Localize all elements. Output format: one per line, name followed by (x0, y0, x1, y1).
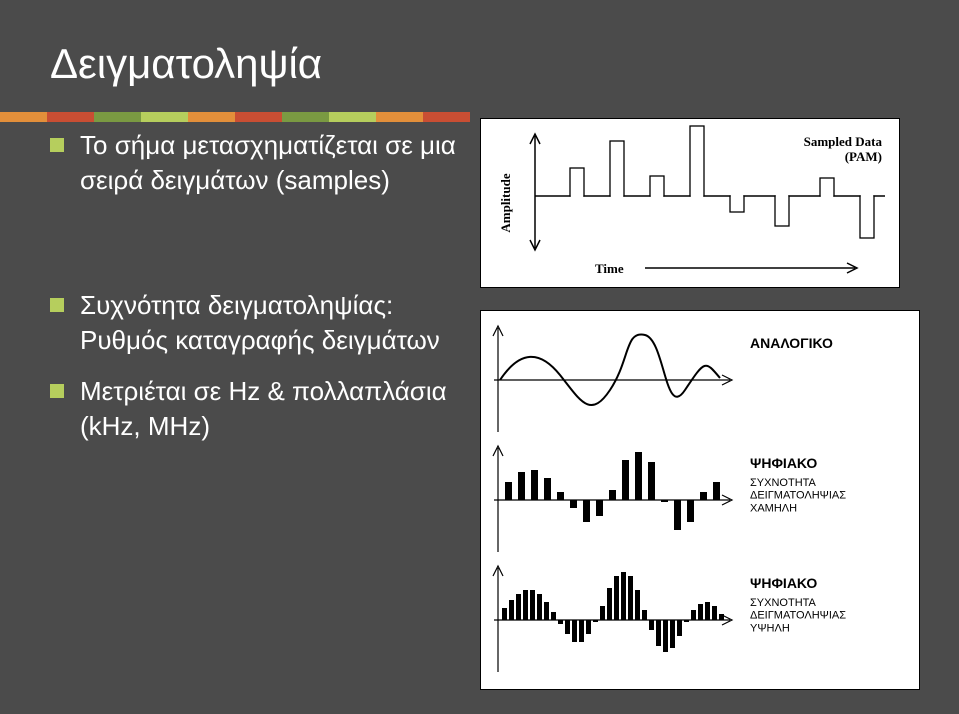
sample-bar (674, 500, 681, 530)
sample-bar (621, 572, 626, 620)
sample-bar (622, 460, 629, 500)
bullet-item: Το σήμα μετασχηματίζεται σε μια σειρά δε… (50, 128, 480, 198)
sample-bar (557, 492, 564, 500)
sample-bar (586, 620, 591, 634)
stripe-segment (282, 112, 329, 122)
sample-bar (565, 620, 570, 634)
row-label-main: ΨΗΦΙΑΚΟ (750, 455, 817, 471)
pam-bar (570, 168, 584, 196)
sample-bar (544, 478, 551, 500)
sample-bar (698, 604, 703, 620)
sample-bar (705, 602, 710, 620)
sample-bar (530, 590, 535, 620)
accent-stripe (0, 112, 470, 122)
sample-bar (684, 620, 689, 622)
sample-bar (670, 620, 675, 648)
sample-bar (656, 620, 661, 646)
stripe-segment (94, 112, 141, 122)
stripe-segment (188, 112, 235, 122)
sample-bar (635, 452, 642, 500)
pam-bar (775, 196, 789, 226)
axis-x-label: Time (595, 261, 624, 276)
stripe-segment (423, 112, 470, 122)
row-label-main: ΨΗΦΙΑΚΟ (750, 575, 817, 591)
sample-bar (663, 620, 668, 652)
bullet-square-icon (50, 138, 64, 152)
sample-bar (719, 614, 724, 620)
sample-bar (583, 500, 590, 522)
bullet-item: Συχνότητα δειγματοληψίας: Ρυθμός καταγρα… (50, 288, 480, 358)
sampling-comparison-panel: ΑΝΑΛΟΓΙΚΟΨΗΦΙΑΚΟΣΥΧΝΟΤΗΤΑΔΕΙΓΜΑΤΟΛΗΨΙΑΣΧ… (480, 310, 920, 690)
sample-bar (687, 500, 694, 522)
sample-bar (502, 608, 507, 620)
sample-bar (648, 462, 655, 500)
sample-bar (531, 470, 538, 500)
sample-bar (518, 472, 525, 500)
sample-bar (544, 602, 549, 620)
pam-bar (860, 196, 874, 238)
bullet-square-icon (50, 298, 64, 312)
sample-bar (558, 620, 563, 624)
axis-y-label: Amplitude (498, 173, 513, 232)
page-title: Δειγματοληψία (50, 40, 929, 88)
sample-bar (635, 590, 640, 620)
sample-bar (505, 482, 512, 500)
sample-bar (570, 500, 577, 508)
sample-bar (649, 620, 654, 630)
sample-bar (579, 620, 584, 642)
sample-bar (509, 600, 514, 620)
sample-bar (628, 576, 633, 620)
bullet-square-icon (50, 384, 64, 398)
pam-bar (820, 178, 834, 196)
sample-bar (642, 610, 647, 620)
pam-bar (730, 196, 744, 212)
sample-bar (713, 482, 720, 500)
sample-bar (596, 500, 603, 516)
sample-bar (572, 620, 577, 642)
sample-bar (551, 612, 556, 620)
pam-chart-panel: AmplitudeTimeSampled Data(PAM) (480, 118, 900, 288)
stripe-segment (141, 112, 188, 122)
figures-column: AmplitudeTimeSampled Data(PAM) ΑΝΑΛΟΓΙΚΟ… (480, 118, 929, 690)
sample-bar (712, 606, 717, 620)
bullet-text: Συχνότητα δειγματοληψίας: Ρυθμός καταγρα… (80, 288, 480, 358)
bullet-text: Μετριέται σε Hz & πολλαπλάσια (kHz, MHz) (80, 374, 480, 444)
sample-bar (523, 590, 528, 620)
sample-bar (607, 588, 612, 620)
pam-bar (610, 141, 624, 196)
sample-bar (614, 576, 619, 620)
stripe-segment (376, 112, 423, 122)
sample-bar (677, 620, 682, 636)
row-label-main: ΑΝΑΛΟΓΙΚΟ (750, 335, 833, 351)
stripe-segment (329, 112, 376, 122)
content-row: Το σήμα μετασχηματίζεται σε μια σειρά δε… (50, 118, 929, 690)
sample-bar (593, 620, 598, 622)
sample-bar (609, 490, 616, 500)
bullet-text: Το σήμα μετασχηματίζεται σε μια σειρά δε… (80, 128, 480, 198)
pam-bar (690, 126, 704, 196)
sample-bar (516, 594, 521, 620)
sample-bar (537, 594, 542, 620)
stripe-segment (47, 112, 94, 122)
sample-bar (691, 610, 696, 620)
bullet-list: Το σήμα μετασχηματίζεται σε μια σειρά δε… (50, 118, 480, 461)
bullet-item: Μετριέται σε Hz & πολλαπλάσια (kHz, MHz) (50, 374, 480, 444)
sample-bar (661, 500, 668, 502)
pam-bar (650, 176, 664, 196)
pam-chart-svg: AmplitudeTimeSampled Data(PAM) (480, 118, 900, 288)
slide: Δειγματοληψία Το σήμα μετασχηματίζεται σ… (0, 0, 959, 714)
stripe-segment (235, 112, 282, 122)
stripe-segment (0, 112, 47, 122)
sample-bar (600, 606, 605, 620)
sampling-comparison-svg: ΑΝΑΛΟΓΙΚΟΨΗΦΙΑΚΟΣΥΧΝΟΤΗΤΑΔΕΙΓΜΑΤΟΛΗΨΙΑΣΧ… (480, 310, 920, 690)
sample-bar (700, 492, 707, 500)
